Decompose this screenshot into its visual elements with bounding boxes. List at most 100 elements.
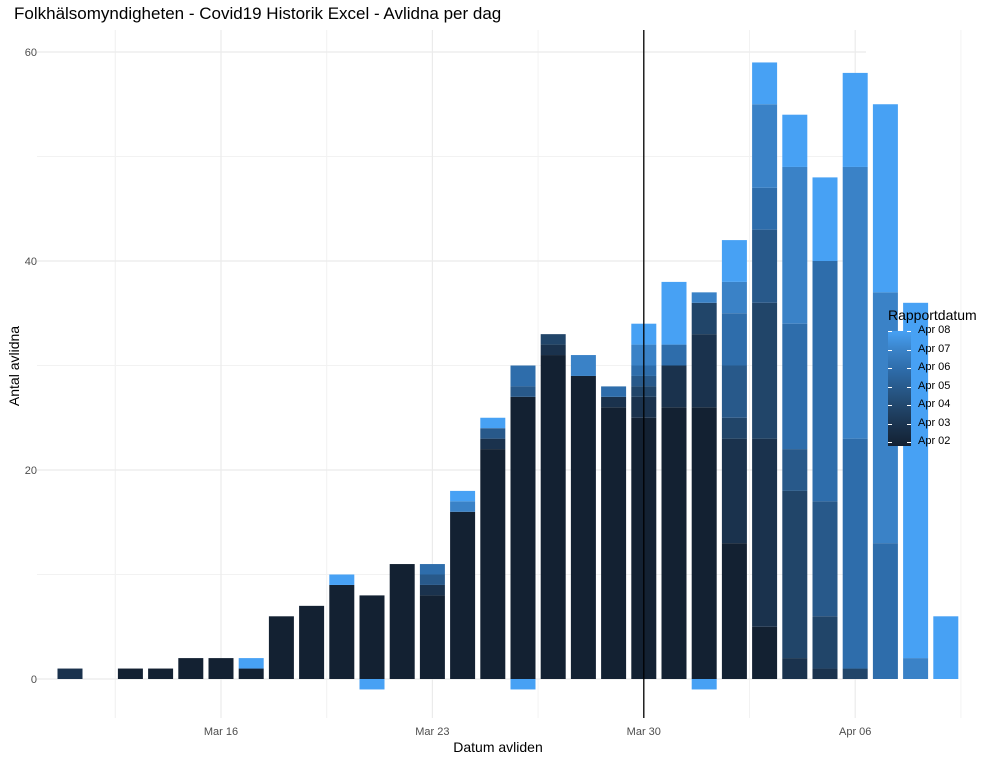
y-tick-label: 20 (25, 465, 37, 477)
bar-segment (450, 490, 476, 502)
bar-segment (721, 543, 747, 679)
x-axis-title: Datum avliden (0, 739, 996, 755)
bar-segment (752, 62, 778, 105)
bar-segment (812, 668, 838, 679)
legend-tick (888, 362, 911, 376)
bar-segment (480, 449, 506, 679)
bar-segment (842, 438, 868, 669)
legend-item: Apr 06 (888, 361, 988, 376)
chart-title: Folkhälsomyndigheten - Covid19 Historik … (14, 4, 502, 23)
bar-segment (721, 417, 747, 439)
x-axis-title-text: Datum avliden (453, 739, 543, 755)
legend-tick (888, 436, 911, 450)
bar-segment (117, 668, 143, 679)
bar-segment (661, 281, 687, 345)
bar-segment (752, 626, 778, 679)
bar-segment (661, 365, 687, 408)
bar-segment (389, 564, 415, 679)
bar-segment (601, 386, 627, 397)
legend-item: Apr 02 (888, 435, 988, 450)
bar-segment (540, 334, 566, 345)
legend-tick (888, 418, 911, 432)
bar-segment (570, 355, 596, 376)
bar-segment (872, 543, 898, 679)
legend-body: Apr 08 Apr 07 Apr 06 Apr 05 Apr 04 Apr 03 Apr … (888, 324, 977, 450)
bar-segment (721, 313, 747, 366)
x-tick-label: Apr 06 (839, 726, 871, 738)
legend-tick (888, 344, 911, 358)
bar-segment (933, 616, 959, 679)
bars (57, 62, 959, 690)
bar-segment (268, 616, 294, 679)
bar-segment (57, 668, 83, 679)
legend: Rapportdatum Apr 08 Apr 07 Apr 06 Apr 05 Apr… (888, 307, 977, 450)
legend-item: Apr 04 (888, 398, 988, 413)
bar-segment (782, 114, 808, 167)
legend-item: Apr 07 (888, 342, 988, 358)
bar-segment (419, 584, 445, 596)
bar-segment (419, 574, 445, 585)
x-axis-ticks: Mar 16 Mar 23 Mar 30 Apr 06 (204, 726, 872, 738)
x-tick-label: Mar 30 (627, 726, 661, 738)
bar-segment (238, 668, 264, 679)
y-tick-label: 60 (25, 47, 37, 59)
bar-segment (872, 104, 898, 293)
bar-segment (782, 658, 808, 679)
bar-segment (782, 166, 808, 324)
bar-segment (691, 302, 717, 335)
bar-segment (691, 292, 717, 303)
bar-segment (510, 386, 536, 397)
bar-segment (480, 428, 506, 439)
bar-segment (721, 365, 747, 418)
bar-segment (178, 658, 204, 679)
bar-segment (812, 177, 838, 261)
bar-segment (419, 564, 445, 575)
bar-segment (540, 355, 566, 679)
bar-segment (601, 407, 627, 679)
bar-segment (691, 334, 717, 408)
legend-item: Apr 03 (888, 416, 988, 432)
bar-segment (299, 605, 325, 679)
bar-segment (510, 679, 536, 690)
legend-tick (888, 325, 911, 339)
bar-segment (419, 595, 445, 679)
bar-segment (752, 438, 778, 627)
bar-segment (510, 365, 536, 387)
bar-segment (570, 375, 596, 679)
legend-item: Apr 05 (888, 379, 988, 395)
y-tick-label: 40 (25, 256, 37, 268)
legend-label: Apr 05 (918, 379, 951, 392)
bar-segment (752, 187, 778, 230)
bar-segment (752, 302, 778, 439)
legend-item: Apr 08 (888, 324, 988, 339)
bar-segment (782, 490, 808, 659)
bar-segment (480, 438, 506, 450)
bar-segment (208, 658, 234, 679)
bar-segment (812, 616, 838, 669)
bar-segment (480, 417, 506, 429)
bar-segment (148, 668, 174, 679)
bar-segment (329, 574, 355, 585)
y-axis-title: Antal avlidna (6, 325, 22, 407)
bar-segment (691, 407, 717, 679)
bar-segment (450, 511, 476, 679)
bar-segment (752, 229, 778, 303)
bar-segment (812, 261, 838, 502)
bar-segment (510, 396, 536, 679)
legend-colorbar (888, 331, 911, 446)
legend-label: Apr 03 (918, 416, 951, 429)
legend-tick (888, 399, 911, 413)
bar-segment (661, 344, 687, 366)
bar-segment (359, 595, 385, 679)
bar-segment (812, 501, 838, 617)
bar-segment (329, 584, 355, 679)
bar-segment (782, 449, 808, 491)
y-tick-label: 0 (31, 674, 37, 686)
legend-label: Apr 08 (918, 324, 951, 336)
y-axis-ticks: 0 20 40 60 (25, 47, 37, 686)
bar-segment (661, 407, 687, 679)
bar-segment (238, 658, 264, 669)
bar-segment (842, 72, 868, 167)
legend-label: Apr 07 (918, 342, 951, 355)
bar-segment (903, 658, 929, 679)
